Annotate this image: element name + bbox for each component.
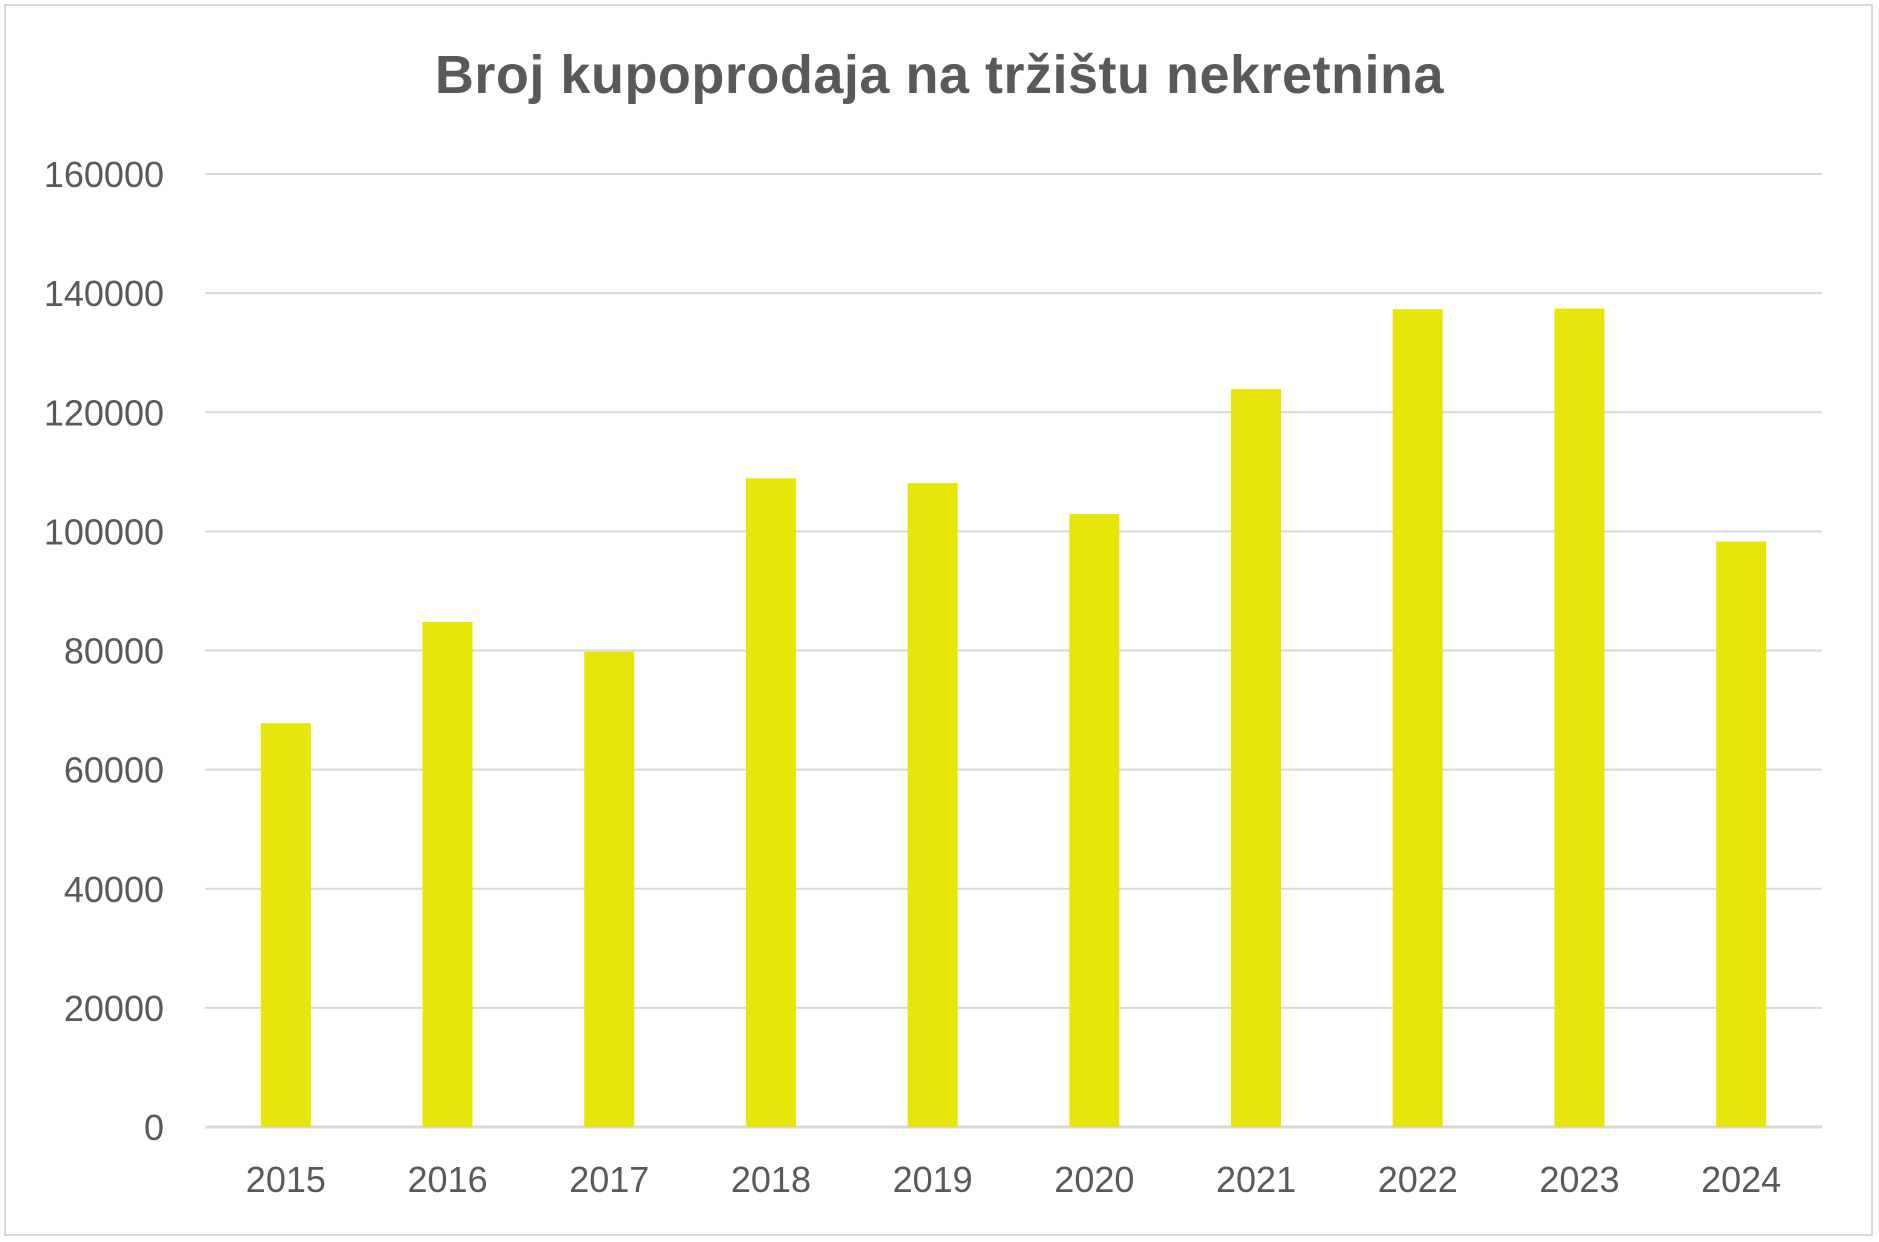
x-tick-label: 2024: [1701, 1159, 1781, 1200]
x-tick-label: 2018: [731, 1159, 811, 1200]
y-tick-label: 120000: [44, 392, 164, 433]
y-tick-label: 20000: [64, 988, 164, 1029]
x-tick-label: 2022: [1378, 1159, 1458, 1200]
x-axis-tick-labels: 2015 2016 2017 2018 2019 2020 2021 2022 2023 2024: [246, 1159, 1781, 1200]
bars: [260, 308, 1767, 1128]
y-tick-label: 100000: [44, 511, 164, 552]
bar-2022: [1392, 309, 1443, 1127]
x-tick-label: 2019: [893, 1159, 973, 1200]
gridlines: [205, 173, 1822, 1129]
bar-2024: [1716, 541, 1767, 1127]
y-tick-label: 140000: [44, 273, 164, 314]
x-tick-label: 2017: [569, 1159, 649, 1200]
chart-title: Broj kupoprodaja na tržištu nekretnina: [434, 45, 1445, 105]
y-tick-label: 60000: [64, 750, 164, 791]
y-tick-label: 40000: [64, 869, 164, 910]
x-tick-label: 2023: [1539, 1159, 1619, 1200]
y-axis-tick-labels: 0 20000 40000 60000 80000 100000 120000 140000 1…: [44, 154, 164, 1148]
x-tick-label: 2015: [246, 1159, 326, 1200]
x-tick-label: 2021: [1216, 1159, 1296, 1200]
bar-2021: [1231, 389, 1282, 1127]
x-tick-label: 2020: [1054, 1159, 1134, 1200]
bar-2015: [260, 723, 311, 1127]
bar-2019: [907, 483, 958, 1127]
bar-2020: [1069, 514, 1120, 1127]
bar-2018: [745, 478, 796, 1127]
y-tick-label: 160000: [44, 154, 164, 195]
bar-2016: [422, 621, 473, 1127]
x-tick-label: 2016: [408, 1159, 488, 1200]
bar-2023: [1554, 308, 1605, 1128]
y-tick-label: 0: [144, 1107, 164, 1148]
bar-2017: [584, 651, 635, 1127]
y-tick-label: 80000: [64, 631, 164, 672]
